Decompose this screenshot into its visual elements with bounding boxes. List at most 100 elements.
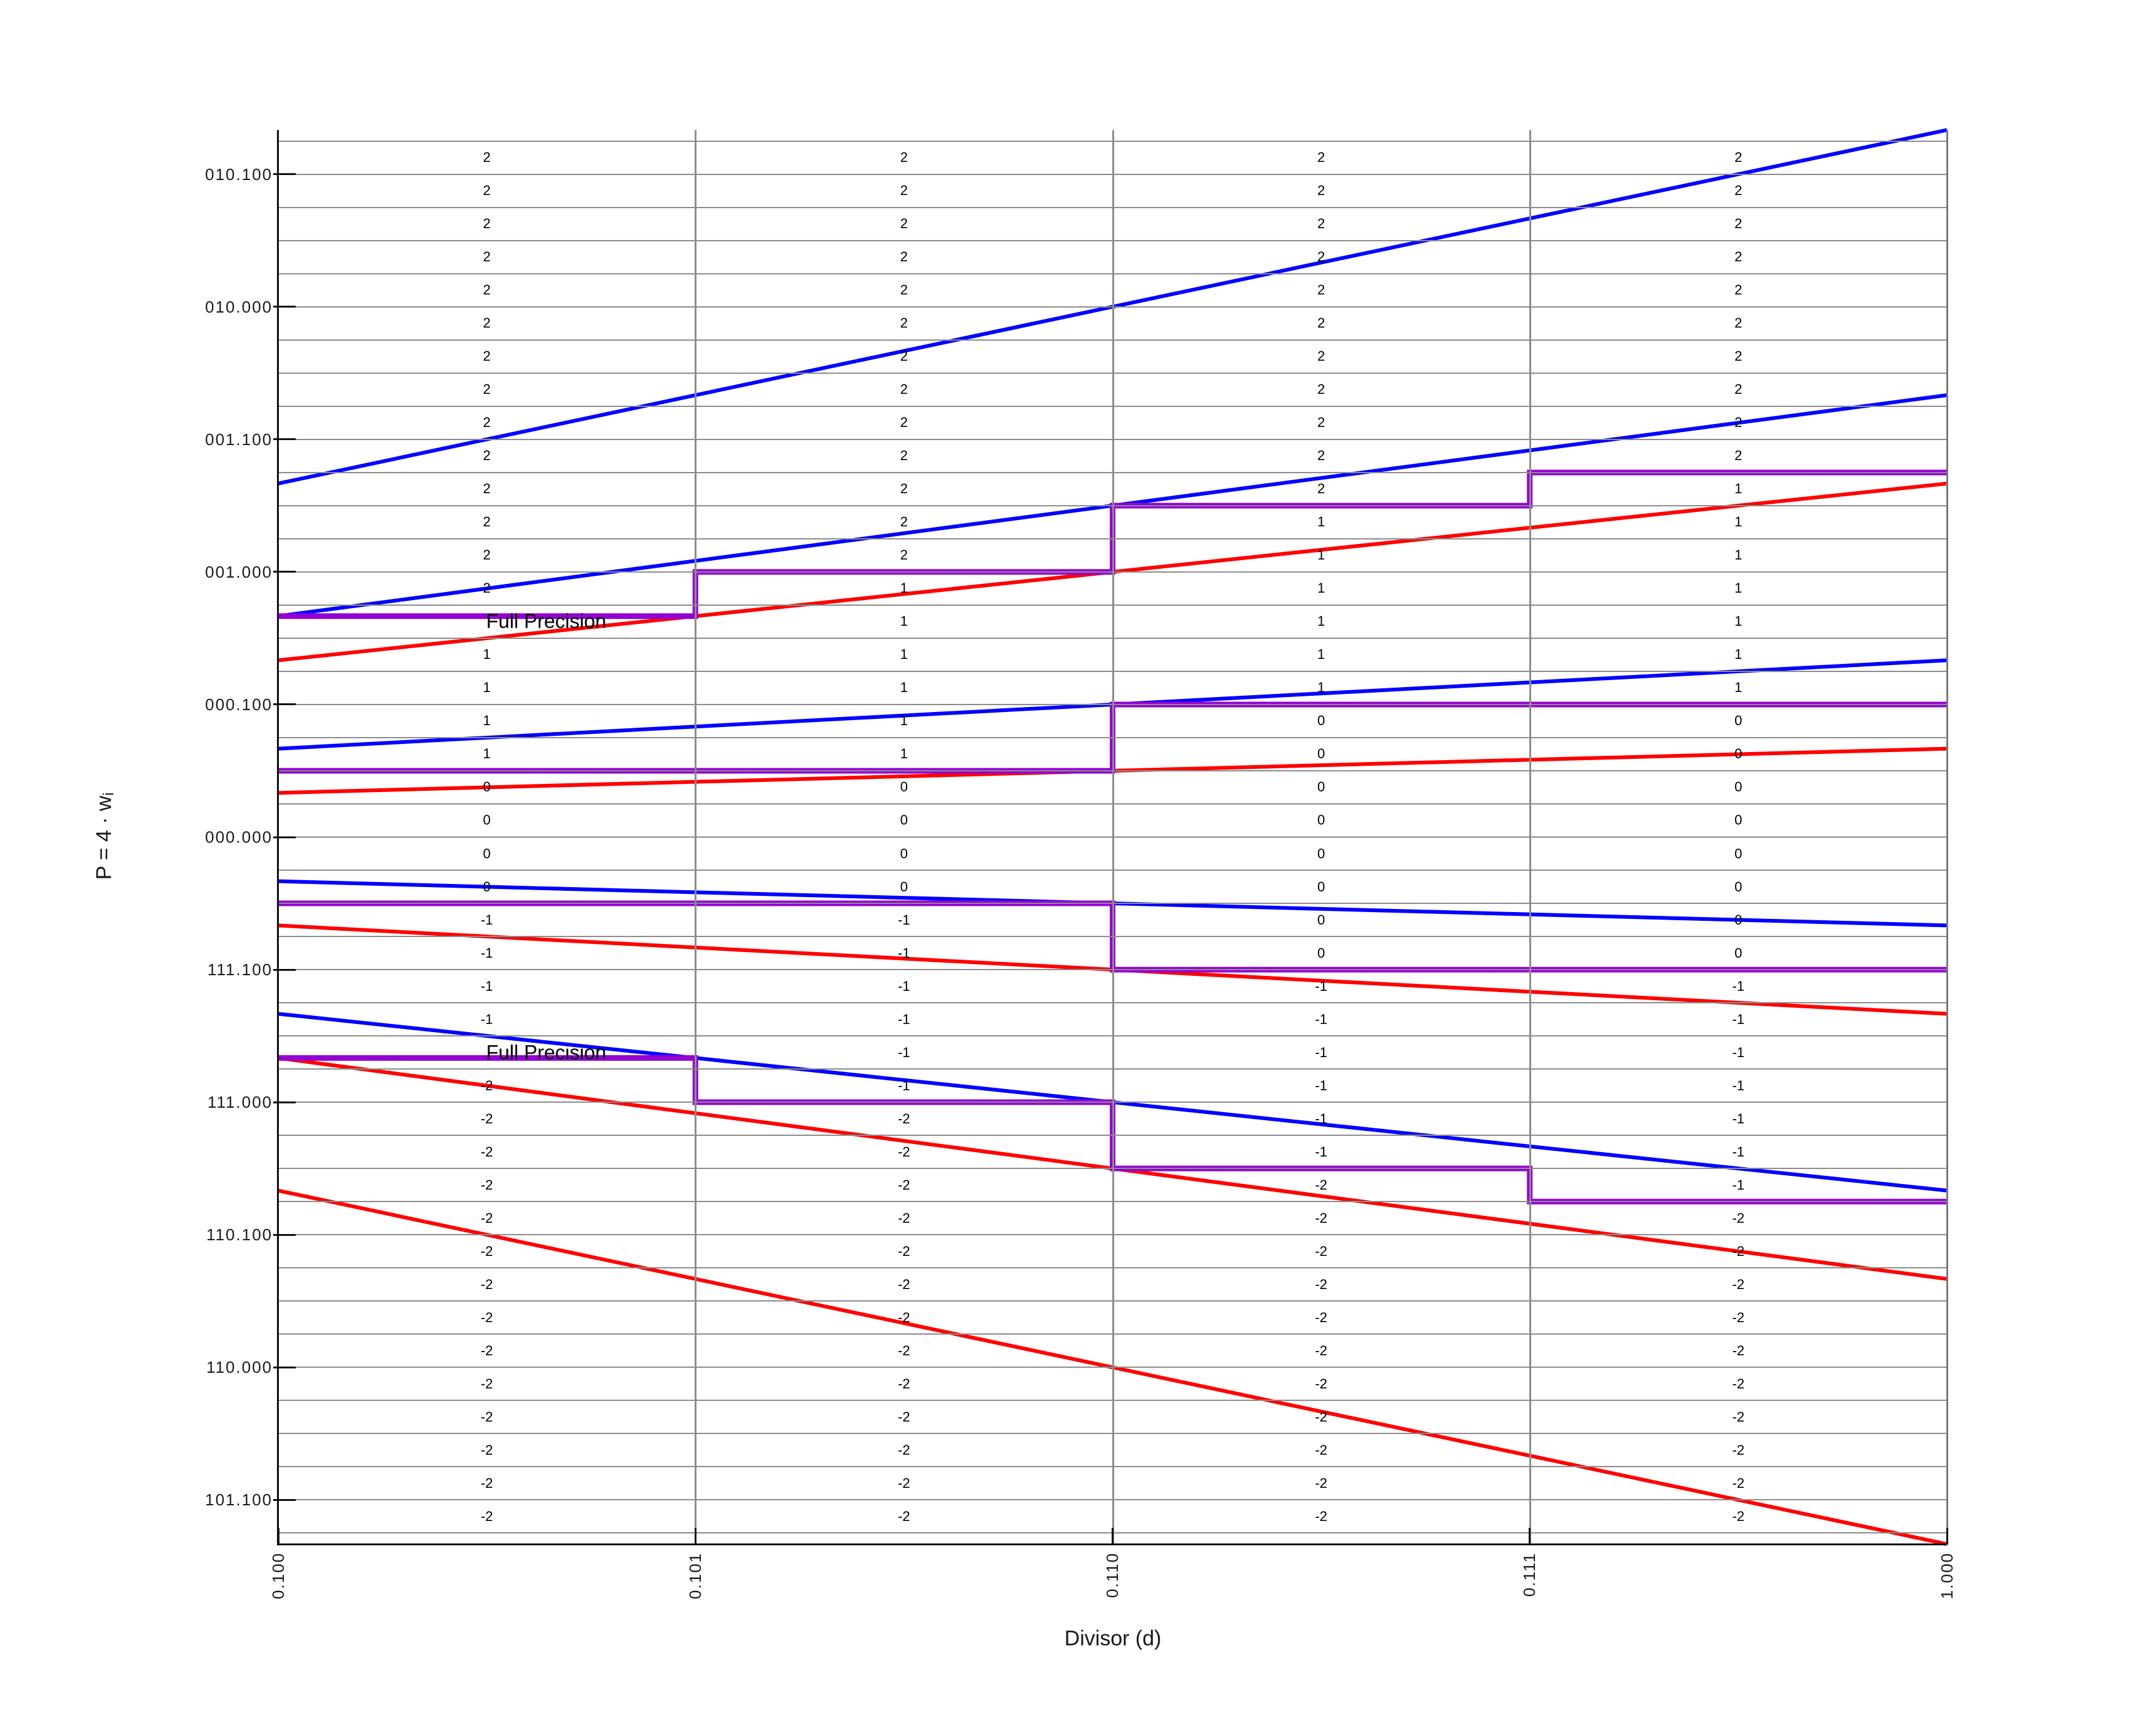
quotient-digit: 0 (900, 812, 908, 828)
quotient-digit: 2 (900, 448, 908, 464)
quotient-digit: -2 (898, 1442, 910, 1458)
quotient-digit: -2 (1315, 1177, 1327, 1193)
quotient-digit: 0 (483, 779, 491, 795)
quotient-digit: -1 (898, 911, 910, 928)
quotient-digit: 0 (1317, 713, 1325, 729)
quotient-digit: -2 (1315, 1309, 1327, 1325)
quotient-digit: 1 (1734, 646, 1742, 663)
x-tick-label-wrap: 1.000 (1934, 1552, 1959, 1602)
quotient-digit: 1 (1317, 680, 1325, 696)
quotient-digit: 2 (1317, 414, 1325, 431)
quotient-digit: -1 (898, 1077, 910, 1093)
y-tick-mark (273, 836, 296, 838)
x-tick-label-wrap: 0.101 (683, 1552, 708, 1602)
quotient-digit: 2 (900, 183, 908, 199)
quotient-digit: 1 (483, 713, 491, 729)
quotient-digit: 1 (900, 713, 908, 729)
quotient-digit: -2 (898, 1177, 910, 1193)
quotient-digit: 2 (900, 315, 908, 331)
quotient-digit: -2 (480, 1110, 493, 1126)
quotient-digit: 2 (1317, 216, 1325, 232)
quotient-digit: -2 (480, 1342, 493, 1358)
quotient-digit: -2 (1732, 1475, 1745, 1491)
quotient-digit: 0 (1317, 779, 1325, 795)
quotient-digit: -2 (1315, 1375, 1327, 1392)
quotient-digit: -2 (898, 1342, 910, 1358)
quotient-digit: 2 (1317, 149, 1325, 166)
y-tick-mark (273, 173, 296, 176)
quotient-digit: 1 (1317, 514, 1325, 530)
y-tick-label: 110.000 (206, 1358, 273, 1377)
quotient-digit: 2 (1734, 448, 1742, 464)
quotient-digit: 0 (1317, 845, 1325, 861)
quotient-digit: -2 (898, 1408, 910, 1425)
quotient-digit: 2 (483, 183, 491, 199)
y-tick-label: 001.000 (205, 562, 273, 581)
quotient-digit: 2 (483, 149, 491, 166)
quotient-digit: -1 (1315, 1110, 1327, 1126)
quotient-digit: 2 (1317, 448, 1325, 464)
y-tick-mark (273, 968, 296, 971)
quotient-digit: 2 (1317, 249, 1325, 265)
y-tick-label: 010.100 (205, 164, 273, 184)
quotient-digit: 2 (483, 249, 491, 265)
quotient-digit: -2 (1732, 1508, 1745, 1524)
quotient-digit: -1 (480, 1011, 493, 1027)
quotient-digit: 2 (900, 149, 908, 166)
y-tick-label: 010.000 (205, 297, 273, 316)
quotient-digit: 2 (483, 414, 491, 431)
quotient-digit: 2 (900, 481, 908, 497)
quotient-digit: 2 (1317, 282, 1325, 298)
quotient-digit: 2 (1734, 348, 1742, 364)
quotient-digit: -1 (480, 911, 493, 928)
quotient-digit: -2 (1732, 1342, 1745, 1358)
quotient-digit: 1 (1734, 680, 1742, 696)
quotient-digit: 0 (483, 812, 491, 828)
quotient-digit: 0 (483, 845, 491, 861)
quotient-digit: 1 (1734, 514, 1742, 530)
quotient-digit: -1 (1732, 1044, 1745, 1060)
quotient-digit: -1 (1732, 1077, 1745, 1093)
x-tick-mark (1112, 1528, 1114, 1544)
x-axis-line (277, 1543, 1948, 1545)
quotient-digit: -2 (898, 1475, 910, 1491)
quotient-digit: 1 (900, 613, 908, 630)
quotient-digit: 0 (1317, 911, 1325, 928)
y-tick-mark (273, 1366, 296, 1368)
quotient-digit: -1 (1732, 1177, 1745, 1193)
y-tick-label: 000.000 (205, 828, 273, 846)
quotient-digit: -1 (1315, 1011, 1327, 1027)
quotient-digit: -2 (898, 1110, 910, 1126)
quotient-digit: 2 (900, 216, 908, 232)
quotient-digit: -2 (480, 1508, 493, 1524)
quotient-digit: -2 (1732, 1408, 1745, 1425)
quotient-digit: -2 (480, 1442, 493, 1458)
quotient-digit: -2 (1732, 1276, 1745, 1292)
quotient-digit: -1 (898, 1044, 910, 1060)
y-axis-title-wrap: P = 4 · wi (93, 793, 118, 883)
quotient-digit: 0 (1734, 878, 1742, 895)
quotient-digit: 1 (483, 646, 491, 663)
quotient-digit: 2 (1734, 249, 1742, 265)
quotient-digit: -1 (1315, 978, 1327, 994)
full-precision-label: Full Precision (486, 1041, 606, 1064)
quotient-digit: 0 (1734, 812, 1742, 828)
x-tick-mark (1946, 1528, 1948, 1544)
quotient-digit: 0 (900, 845, 908, 861)
y-tick-mark (273, 438, 296, 441)
quotient-digit: 1 (483, 680, 491, 696)
quotient-digit: -1 (898, 978, 910, 994)
y-tick-mark (273, 571, 296, 573)
quotient-digit: -1 (480, 945, 493, 961)
quotient-digit: 2 (900, 249, 908, 265)
quotient-digit: 0 (900, 779, 908, 795)
quotient-digit: 2 (900, 282, 908, 298)
quotient-digit: 1 (900, 680, 908, 696)
quotient-digit: -1 (1315, 1077, 1327, 1093)
quotient-digit: -2 (1732, 1309, 1745, 1325)
y-axis-title-subscript: i (100, 792, 118, 796)
quotient-digit: -2 (898, 1309, 910, 1325)
quotient-digit: 1 (1734, 481, 1742, 497)
quotient-digit: -2 (898, 1210, 910, 1226)
quotient-digit: 2 (900, 414, 908, 431)
